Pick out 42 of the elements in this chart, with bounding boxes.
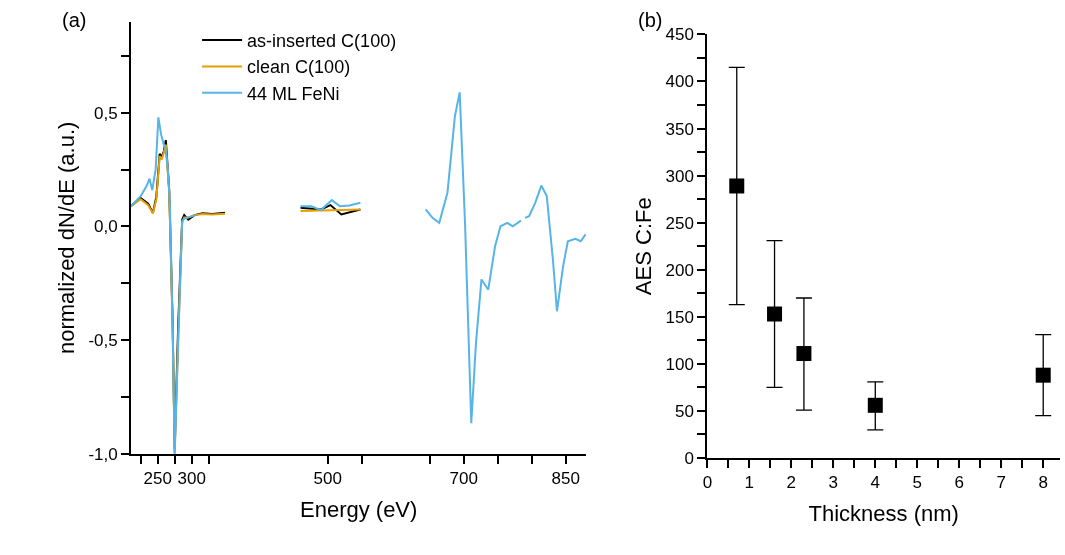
y-tick-label: -0,5: [88, 331, 118, 351]
y-tick-label: 0,5: [94, 103, 118, 123]
y-tick-label: -1,0: [88, 444, 118, 464]
x-tick-label: 1: [744, 473, 755, 493]
y-tick-label: 450: [665, 25, 694, 45]
y-tick-label: 0: [684, 448, 694, 468]
y-tick-label: 0,0: [94, 217, 118, 237]
point: [1035, 367, 1051, 383]
x-axis-title: Energy (eV): [299, 496, 418, 522]
chart-title: (b): [638, 9, 663, 31]
x-tick-label: 700: [449, 469, 478, 489]
y-axis-title: AES C:Fe: [630, 197, 656, 296]
x-tick-label: 2: [786, 473, 797, 493]
x-tick-label: 7: [996, 473, 1006, 493]
y-tick-label: 200: [665, 260, 694, 280]
point: [767, 306, 783, 322]
y-tick-label: 150: [665, 307, 694, 327]
y-tick-label: 50: [675, 401, 694, 421]
x-tick-label: 5: [912, 473, 922, 493]
x-tick-label: 3: [828, 473, 839, 493]
x-tick-label: 0: [702, 473, 713, 493]
legend-label: as-inserted C(100): [247, 31, 397, 52]
x-tick-label: 850: [551, 469, 580, 489]
legend-label: clean C(100): [247, 57, 351, 78]
x-axis-title: Thickness (nm): [808, 500, 959, 526]
y-tick-label: 100: [665, 354, 694, 374]
point: [796, 346, 812, 362]
x-tick-label: 6: [954, 473, 964, 493]
point: [729, 178, 745, 194]
x-tick-label: 4: [870, 473, 881, 493]
x-tick-label: 500: [313, 469, 342, 489]
x-tick-label: 8: [1038, 473, 1048, 493]
y-axis-title: normalized dN/dE (a.u.): [53, 121, 79, 355]
x-tick-label: 250: [143, 469, 172, 489]
legend-label: 44 ML FeNi: [247, 83, 340, 104]
y-tick-label: 300: [665, 166, 694, 186]
x-tick-label: 300: [177, 469, 206, 489]
chart-title: (a): [62, 9, 87, 31]
y-tick-label: 350: [665, 119, 694, 139]
y-tick-label: 400: [665, 72, 694, 92]
point: [867, 397, 883, 413]
y-tick-label: 250: [665, 213, 694, 233]
